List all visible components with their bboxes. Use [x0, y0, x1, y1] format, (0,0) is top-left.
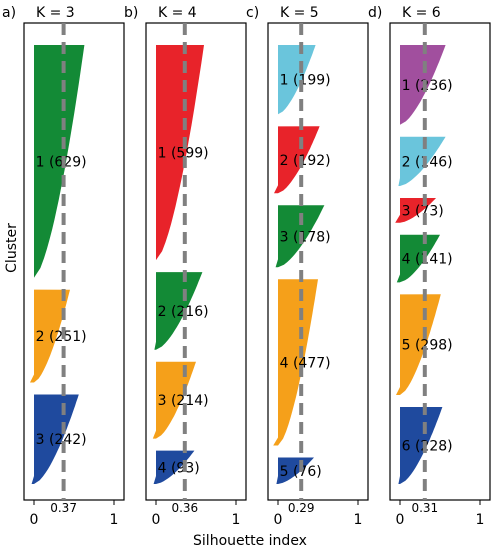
cluster-silhouette [34, 45, 85, 278]
panels-group: a) K = 3 1 (629) 2 (251) 3 (242) 0.37 0 1 b) K = … [2, 5, 491, 528]
cluster-label: 3 (242) [36, 432, 87, 448]
cluster-silhouette [398, 136, 446, 187]
cluster-label: 3 (178) [280, 229, 331, 245]
cluster-label: 2 (251) [36, 329, 87, 345]
axes-frame [23, 22, 125, 501]
cluster-silhouette [154, 272, 203, 350]
cluster-label: 1 (629) [36, 154, 87, 170]
panel-label: a) [2, 5, 16, 21]
axes-frame [267, 22, 369, 501]
panel-title: K = 6 [402, 5, 441, 21]
cluster-label: 3 (73) [402, 203, 444, 219]
cluster-silhouette [156, 45, 204, 261]
cluster-label: 4 (141) [402, 252, 453, 268]
cluster-label: 4 (477) [280, 355, 331, 371]
cluster-label: 4 (93) [158, 460, 200, 476]
cluster-label: 1 (199) [280, 73, 331, 89]
panel-2: b) K = 41 (599)2 (216)3 (214)4 (93)0.360 1 [124, 5, 247, 528]
panel-title: K = 5 [280, 5, 319, 21]
panel-label: d) [368, 5, 382, 21]
mean-label: 0.36 [171, 501, 198, 515]
x-tick-label: 1 [354, 512, 363, 528]
y-axis-label: Cluster [4, 223, 20, 273]
mean-label: 0.31 [411, 501, 438, 515]
cluster-silhouette [398, 406, 443, 484]
cluster-label: 3 (214) [158, 393, 209, 409]
cluster-label: 2 (192) [280, 153, 331, 169]
cluster-silhouette [396, 294, 441, 395]
cluster-label: 1 (236) [402, 78, 453, 94]
panel-title: K = 4 [158, 5, 197, 21]
cluster-silhouette [273, 279, 318, 446]
x-tick-label: 0 [30, 512, 39, 528]
panel-3: c) K = 51 (199)2 (192)3 (178)4 (477)5 (76… [246, 5, 369, 528]
panel-label: c) [246, 5, 259, 21]
x-tick-label: 1 [476, 512, 485, 528]
cluster-silhouette [31, 394, 79, 484]
mean-label: 0.37 [50, 501, 77, 515]
cluster-silhouette [153, 450, 195, 484]
mean-label: 0.29 [288, 501, 315, 515]
cluster-label: 5 (298) [402, 338, 453, 354]
x-tick-label: 0 [274, 512, 283, 528]
cluster-label: 6 (228) [402, 438, 453, 454]
x-tick-label: 0 [152, 512, 161, 528]
cluster-silhouette [278, 45, 316, 115]
x-axis-label: Silhouette index [193, 533, 307, 549]
cluster-silhouette [276, 457, 314, 484]
cluster-label: 1 (599) [158, 146, 209, 162]
panel-title: K = 3 [36, 5, 75, 21]
panel-label: b) [124, 5, 138, 21]
x-tick-label: 1 [232, 512, 241, 528]
cluster-silhouette [152, 361, 196, 439]
panel-4: d) K = 6 1 (236) 2 (146) 3 (73) 4 (141) 5 (298… [368, 5, 491, 528]
cluster-silhouette [274, 126, 320, 194]
axes-frame [389, 22, 491, 501]
cluster-silhouette [30, 289, 70, 383]
axes-frame [145, 22, 247, 501]
panel-1: a) K = 3 1 (629) 2 (251) 3 (242) 0.37 0 1 [2, 5, 125, 528]
x-tick-label: 1 [110, 512, 119, 528]
cluster-label: 2 (146) [402, 154, 453, 170]
x-tick-label: 0 [396, 512, 405, 528]
cluster-silhouette [396, 234, 440, 283]
